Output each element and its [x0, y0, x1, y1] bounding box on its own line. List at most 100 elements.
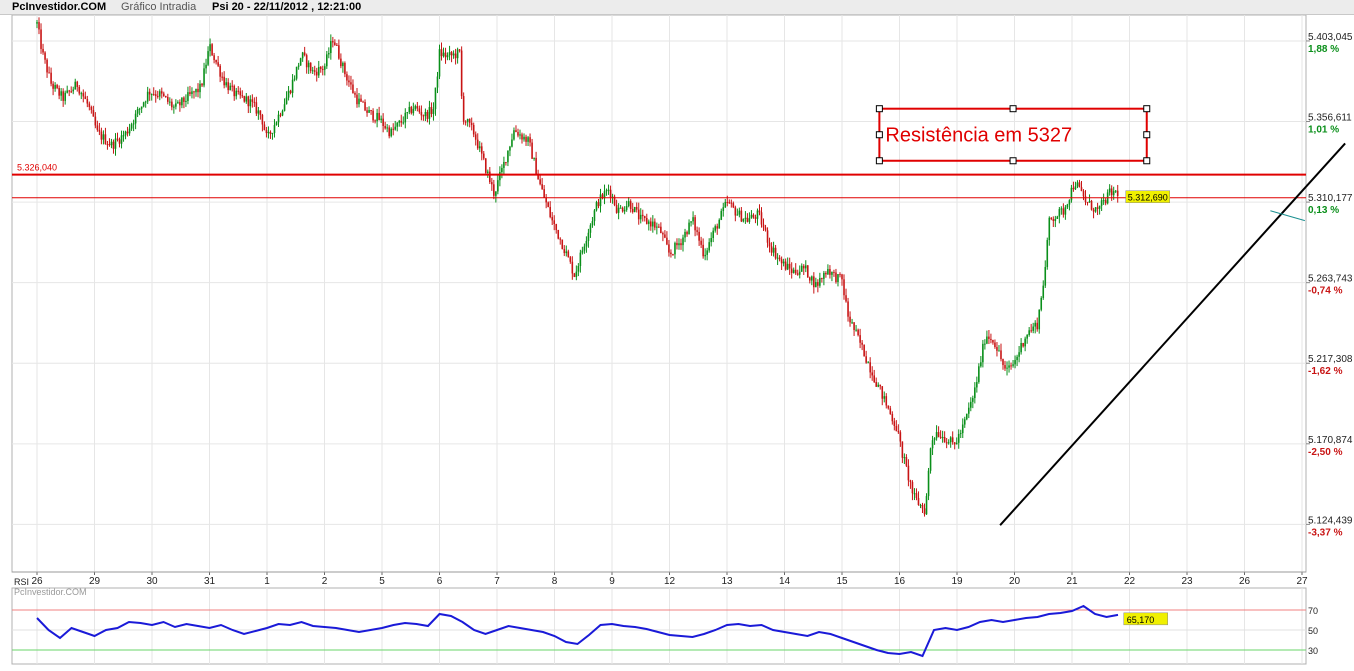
candle-body [988, 336, 990, 339]
candle-body [1052, 219, 1055, 221]
candle-body [978, 366, 980, 383]
candle-body [406, 112, 409, 114]
candle-body [495, 191, 497, 196]
candle-body [776, 257, 779, 259]
candle-body [247, 96, 250, 107]
candle-body [662, 233, 664, 235]
x-tick-label: 14 [779, 576, 791, 587]
candle-body [434, 87, 437, 110]
candle-body [821, 278, 823, 280]
candle-body [275, 122, 278, 126]
candle-body [38, 22, 40, 30]
candle-body [760, 212, 763, 225]
candle-body [1094, 207, 1097, 212]
candle-body [716, 226, 719, 229]
candle-body [617, 207, 620, 213]
candle-body [1024, 338, 1026, 347]
candle-body [1044, 266, 1047, 286]
candle-body [1108, 188, 1111, 193]
candle-body [92, 110, 95, 117]
candle-body [961, 424, 964, 434]
candle-body [144, 101, 147, 103]
candle-body [98, 129, 101, 132]
annotation-handle [1143, 157, 1151, 165]
candle-body [829, 269, 831, 275]
candle-body [1014, 360, 1016, 365]
candle-body [344, 62, 346, 75]
candle-body [165, 95, 167, 98]
candle-body [607, 189, 610, 191]
candle-body [112, 141, 115, 149]
candle-body [639, 214, 642, 220]
candle-body [348, 80, 350, 83]
candle-body [269, 131, 272, 134]
candle-body [509, 146, 511, 151]
candle-body [118, 139, 121, 144]
candle-body [42, 48, 44, 53]
candle-body [497, 180, 499, 192]
candle-body [782, 261, 785, 264]
candle-body [945, 442, 948, 444]
candle-body [513, 130, 515, 140]
candle-body [1086, 202, 1089, 204]
candle-body [857, 329, 859, 336]
candle-body [330, 41, 332, 54]
annotation-handle [875, 131, 883, 139]
candle-body [712, 230, 714, 238]
rsi-plot-frame [11, 587, 1307, 665]
candle-body [376, 112, 378, 122]
candle-body [660, 226, 662, 234]
candle-body [142, 102, 145, 107]
candle-body [124, 131, 127, 136]
x-tick-label: 31 [204, 576, 216, 587]
price-chart[interactable]: 5.326,040 5.312,690 Resistência em 5327 5.… [0, 15, 1354, 671]
candle-body [839, 274, 841, 276]
candle-body [901, 441, 904, 458]
candle-body [466, 119, 469, 122]
candle-body [601, 194, 604, 199]
candle-body [728, 202, 731, 204]
candle-body [867, 362, 869, 364]
candle-body [482, 153, 485, 159]
candle-body [146, 91, 149, 102]
y-tick-pct: 0,13 % [1308, 205, 1339, 216]
candle-body [249, 99, 252, 107]
candle-body [277, 114, 280, 123]
candle-body [843, 279, 845, 296]
candle-body [800, 265, 803, 272]
candle-body [732, 203, 735, 208]
candle-body [591, 221, 594, 226]
candle-body [472, 124, 475, 135]
candle-body [130, 124, 133, 129]
candle-body [501, 167, 503, 173]
candle-body [279, 114, 282, 116]
candle-body [925, 496, 928, 515]
instrument-label: Psi 20 - 22/11/2012 , 12:21:00 [212, 1, 362, 13]
annotation-text: Resistência em 5327 [885, 125, 1072, 147]
candle-body [46, 59, 48, 73]
candles [36, 17, 1119, 517]
annotation-handle [875, 157, 883, 165]
candle-body [1006, 367, 1008, 369]
candle-body [674, 242, 676, 255]
candle-body [156, 95, 159, 97]
candle-body [535, 157, 537, 175]
candle-body [1036, 322, 1039, 330]
candle-body [551, 217, 553, 221]
candle-body [623, 209, 626, 212]
trendline [999, 142, 1346, 526]
annotation-handle [1009, 157, 1017, 165]
candle-body [134, 113, 137, 124]
rsi-level-label: 30 [1308, 646, 1318, 656]
candle-body [974, 387, 976, 399]
candle-body [813, 276, 815, 288]
candle-body [788, 263, 791, 269]
candle-body [404, 112, 407, 123]
candle-body [167, 97, 169, 102]
candle-body [313, 70, 316, 72]
candle-body [704, 254, 706, 257]
candle-body [503, 161, 505, 168]
candle-body [452, 53, 455, 56]
candle-body [595, 202, 598, 211]
candle-body [1114, 190, 1117, 192]
